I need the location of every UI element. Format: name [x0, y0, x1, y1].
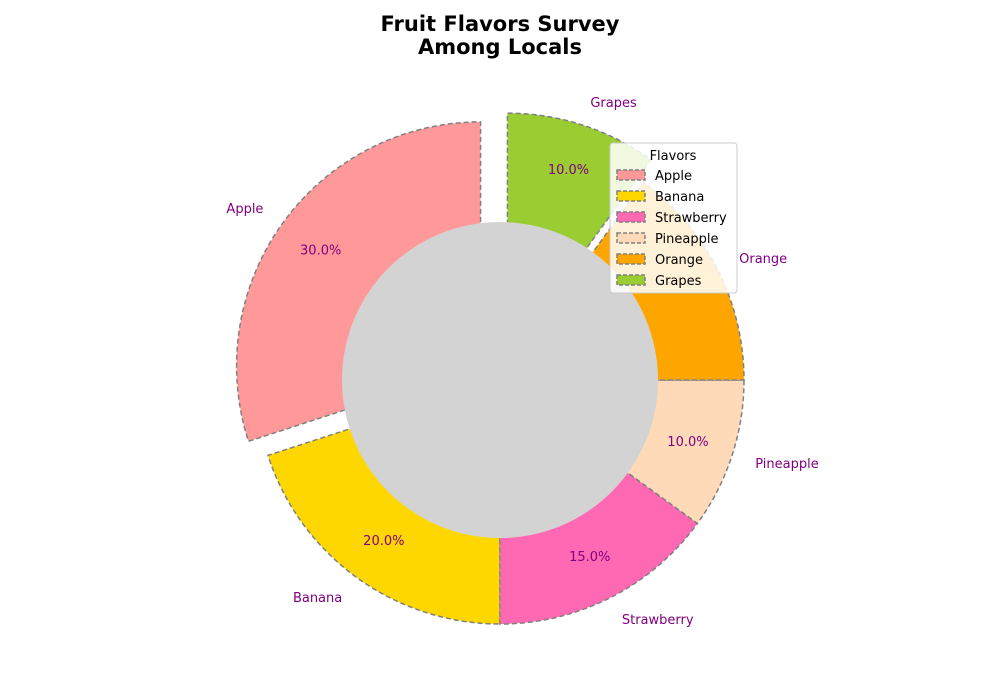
slice-percent-apple: 30.0% [300, 244, 341, 259]
slice-percent-banana: 20.0% [363, 534, 404, 549]
legend-swatch-orange [616, 253, 646, 265]
legend-entries: Apple Banana Strawberry Pineapple Orange Grap… [616, 169, 727, 289]
slice-percent-grapes: 10.0% [548, 163, 589, 178]
legend-label-grapes: Grapes [655, 274, 702, 289]
legend-swatch-strawberry [616, 211, 646, 223]
slice-percent-strawberry: 15.0% [569, 550, 610, 565]
chart-legend: Flavors Apple Banana Strawberry Pineapple Or… [609, 142, 738, 294]
slice-label-pineapple: Pineapple [755, 457, 818, 472]
legend-label-orange: Orange [655, 253, 703, 268]
legend-swatch-pineapple [616, 232, 646, 244]
slice-label-grapes: Grapes [590, 96, 637, 111]
chart-title-line-1: Fruit Flavors Survey [381, 12, 620, 36]
legend-label-strawberry: Strawberry [655, 211, 727, 226]
slice-label-apple: Apple [226, 202, 263, 217]
legend-label-banana: Banana [655, 190, 704, 205]
legend-title: Flavors [650, 149, 697, 164]
chart-title-line-2: Among Locals [418, 35, 582, 59]
slice-percent-pineapple: 10.0% [667, 435, 708, 450]
legend-label-apple: Apple [655, 169, 692, 184]
slice-label-orange: Orange [739, 252, 787, 267]
slice-category-labels: Apple Banana Strawberry Pineapple Orange Grap… [226, 96, 818, 628]
slice-percent-labels: 30.0% 20.0% 15.0% 10.0% 10.0% [300, 163, 709, 565]
slice-label-banana: Banana [293, 591, 342, 606]
legend-swatch-banana [616, 190, 646, 202]
legend-label-pineapple: Pineapple [655, 232, 718, 247]
slice-label-strawberry: Strawberry [622, 613, 694, 628]
donut-center-hole [342, 222, 658, 538]
legend-swatch-apple [616, 169, 646, 181]
legend-swatch-grapes [616, 274, 646, 286]
